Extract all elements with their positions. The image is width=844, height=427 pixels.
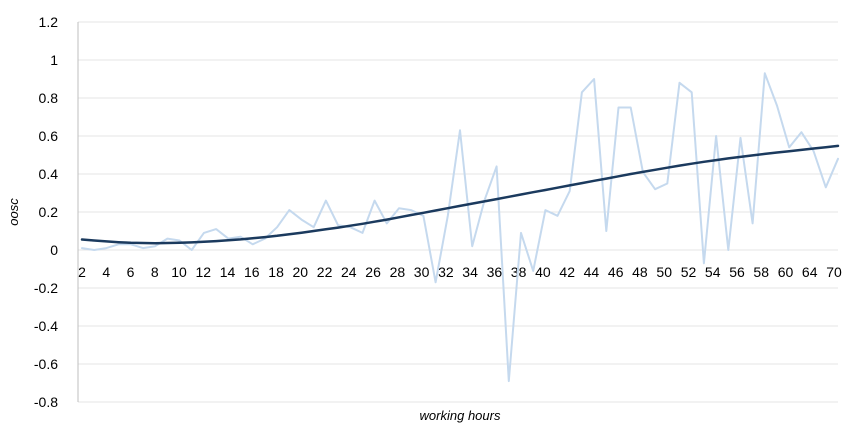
x-tick-label: 26 — [365, 264, 381, 280]
x-tick-label: 70 — [826, 264, 842, 280]
x-tick-label: 4 — [102, 264, 110, 280]
x-tick-label: 46 — [608, 264, 624, 280]
x-tick-label: 48 — [632, 264, 648, 280]
y-tick-label: 0.8 — [39, 90, 59, 106]
gridlines — [78, 21, 838, 403]
x-axis-title: working hours — [420, 408, 501, 423]
x-axis-ticks: 2 4 6 8 10 12 14 16 18 20 22 24 26 28 30 32 34 36 38 40 42 44… — [78, 264, 842, 280]
x-tick-label: 16 — [244, 264, 260, 280]
y-tick-label: -0.2 — [34, 280, 58, 296]
y-tick-label: 0.6 — [39, 128, 59, 144]
x-tick-label: 64 — [802, 264, 818, 280]
y-axis-ticks: 1.2 1 0.8 0.6 0.4 0.2 0 -0.2 -0.4 -0.6 -0.8 — [34, 14, 58, 410]
series-lines — [80, 72, 840, 383]
x-tick-label: 36 — [487, 264, 503, 280]
x-tick-label: 32 — [438, 264, 454, 280]
x-tick-label: 54 — [705, 264, 721, 280]
y-tick-label: 1.2 — [39, 14, 59, 30]
x-tick-label: 2 — [78, 264, 86, 280]
x-tick-label: 14 — [220, 264, 236, 280]
x-tick-label: 42 — [559, 264, 575, 280]
y-axis-title: oosc — [6, 198, 21, 226]
x-tick-label: 10 — [171, 264, 187, 280]
x-tick-label: 22 — [317, 264, 333, 280]
y-tick-label: -0.8 — [34, 394, 58, 410]
x-tick-label: 44 — [584, 264, 600, 280]
x-tick-label: 24 — [341, 264, 357, 280]
x-tick-label: 60 — [778, 264, 794, 280]
y-tick-label: 0.2 — [39, 204, 59, 220]
x-tick-label: 28 — [390, 264, 406, 280]
series-line-observed — [81, 72, 839, 383]
x-tick-label: 40 — [535, 264, 551, 280]
y-tick-label: -0.6 — [34, 356, 58, 372]
x-tick-label: 50 — [656, 264, 672, 280]
y-tick-label: 1 — [50, 52, 58, 68]
x-tick-label: 30 — [414, 264, 430, 280]
y-tick-label: 0.4 — [39, 166, 59, 182]
x-tick-label: 12 — [196, 264, 212, 280]
x-tick-label: 18 — [268, 264, 284, 280]
x-tick-label: 58 — [753, 264, 769, 280]
y-tick-label: -0.4 — [34, 318, 58, 334]
x-tick-label: 52 — [681, 264, 697, 280]
x-tick-label: 6 — [127, 264, 135, 280]
y-tick-label: 0 — [50, 242, 58, 258]
x-tick-label: 8 — [151, 264, 159, 280]
x-tick-label: 20 — [293, 264, 309, 280]
series-line-trend — [80, 144, 840, 245]
x-tick-label: 56 — [729, 264, 745, 280]
x-tick-label: 34 — [462, 264, 478, 280]
